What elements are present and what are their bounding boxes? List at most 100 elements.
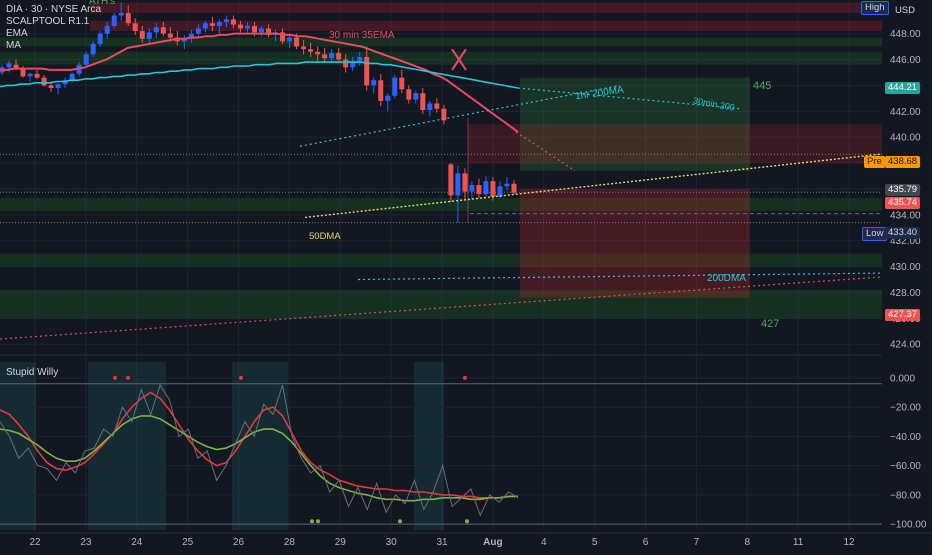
- candle-body: [97, 33, 103, 44]
- candle-body: [455, 173, 461, 196]
- y-tick-label: 440.00: [890, 133, 921, 144]
- y-tick-label: 448.00: [890, 29, 921, 40]
- y-tick-label: 428.00: [890, 288, 921, 299]
- indicator-ema[interactable]: EMA: [6, 28, 28, 39]
- candle-body: [237, 24, 243, 29]
- candle-body: [188, 33, 194, 39]
- indicator-scalptool[interactable]: SCALPTOOL R1.1: [6, 16, 90, 27]
- candle-body: [62, 80, 68, 85]
- zone-green: [0, 37, 882, 47]
- oscillator-tick-label: −60.00: [890, 461, 921, 472]
- candle-body: [364, 56, 370, 86]
- dma-200-line: [357, 272, 883, 281]
- candle-body: [195, 28, 201, 34]
- y-tick-label: 430.00: [890, 262, 921, 273]
- candle-body: [378, 80, 384, 101]
- oscillator-bottom-dot: [398, 519, 402, 524]
- ma-projection-1hr: [517, 87, 741, 110]
- x-tick-label: 4: [541, 537, 547, 548]
- oscillator-tick-label: −20.00: [890, 403, 921, 414]
- candle-body: [55, 84, 61, 88]
- x-tick-label: 6: [643, 537, 649, 548]
- zone-green: [0, 198, 882, 211]
- candle-body: [413, 93, 419, 100]
- candle-body: [287, 37, 293, 42]
- candle-body: [511, 183, 517, 193]
- x-tick-label: Aug: [483, 537, 502, 548]
- zone-red: [90, 2, 882, 13]
- indicator-ma[interactable]: MA: [6, 40, 21, 51]
- x-tick-label: 26: [233, 537, 245, 548]
- candle-body: [209, 23, 215, 26]
- candle-body: [322, 54, 328, 59]
- oscillator-tick-label: −80.00: [890, 490, 921, 501]
- oscillator-bottom-dot: [310, 519, 314, 524]
- candle-body: [259, 28, 265, 33]
- target-label-427: 427: [761, 318, 780, 330]
- candle-body: [266, 28, 272, 35]
- candle-body: [301, 46, 307, 50]
- zone-green: [0, 51, 882, 65]
- annotation-50dma: 50DMA: [309, 231, 341, 242]
- oscillator-bottom-dot: [316, 519, 320, 524]
- oscillator-session-shade: [232, 362, 288, 530]
- candle-body: [462, 173, 468, 192]
- oscillator-tick-label: −40.00: [890, 432, 921, 443]
- x-tick-label: 28: [284, 537, 296, 548]
- candle-body: [181, 38, 187, 42]
- x-tick-label: 25: [182, 537, 194, 548]
- x-tick-label: 8: [744, 537, 750, 548]
- candle-body: [167, 33, 173, 38]
- oscillator-top-dot: [126, 375, 130, 380]
- currency-label[interactable]: USD: [894, 5, 915, 16]
- dma-50-line: [304, 153, 883, 219]
- candle-body: [83, 54, 89, 65]
- oscillator-title[interactable]: Stupid Willy: [6, 367, 59, 378]
- price-badge-ema: 444.21: [885, 82, 921, 94]
- candle-body: [385, 95, 391, 101]
- x-tick-label: 30: [386, 537, 398, 548]
- candle-body: [406, 89, 412, 100]
- annotation-200dma: 200DMA: [707, 273, 746, 284]
- y-tick-label: 434.00: [890, 210, 921, 221]
- low-label: Low: [862, 227, 888, 241]
- long-trend-line: [0, 276, 883, 340]
- zone-target-red_upper: [468, 124, 882, 164]
- x-tick-label: 12: [843, 537, 855, 548]
- candle-body: [441, 108, 447, 121]
- zone-target-red: [520, 188, 750, 298]
- candle-body: [13, 64, 19, 69]
- y-tick-label: 432.00: [890, 236, 921, 247]
- zone-target-green: [520, 77, 750, 171]
- y-tick-label: 424.00: [890, 340, 921, 351]
- candle-body: [497, 186, 503, 197]
- symbol-title[interactable]: DIA · 30 · NYSE Arca: [6, 4, 102, 15]
- price-badge-low: 433.40: [885, 227, 921, 239]
- candle-body: [153, 27, 159, 33]
- candle-body: [392, 77, 398, 96]
- x-marker-line: [451, 48, 467, 71]
- oscillator-red-line: [0, 391, 518, 499]
- candle-body: [490, 181, 496, 197]
- x-tick-label: 31: [436, 537, 448, 548]
- high-label: High: [861, 1, 889, 15]
- candle-body: [111, 15, 117, 26]
- candle-body: [315, 51, 321, 55]
- x-tick-label: 11: [793, 537, 804, 548]
- chart-legend: DIA · 30 · NYSE Arca SCALPTOOL R1.1 EMA …: [6, 4, 101, 52]
- candle-body: [132, 23, 138, 32]
- ma-projection-30min: [299, 84, 621, 147]
- candle-body: [202, 23, 208, 29]
- candle-body: [69, 73, 75, 81]
- oscillator-tick-label: 0.000: [890, 373, 915, 384]
- candle-body: [160, 27, 166, 34]
- x-tick-label: 22: [29, 537, 41, 548]
- oscillator-top-dot: [239, 375, 243, 380]
- oscillator-green-line: [0, 415, 518, 502]
- candle-body: [139, 31, 145, 39]
- candle-body: [469, 185, 475, 192]
- oscillator-tick-label: −100.00: [890, 520, 927, 531]
- candles-group: [0, 2, 517, 223]
